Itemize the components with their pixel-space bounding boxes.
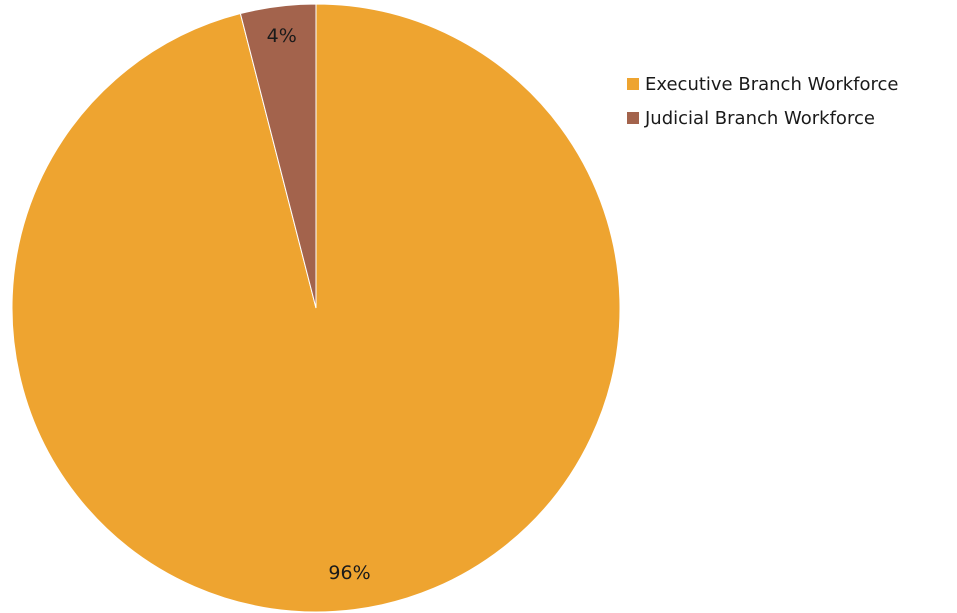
pie-slice-judicial xyxy=(239,3,317,309)
pie-slice-labels: 96% 4% xyxy=(267,25,371,584)
legend-swatch-judicial xyxy=(627,112,639,124)
legend-label-executive: Executive Branch Workforce xyxy=(645,73,899,95)
legend-label-judicial: Judicial Branch Workforce xyxy=(645,107,875,129)
pie-slice-label-judicial: 4% xyxy=(267,25,297,47)
legend-item-judicial: Judicial Branch Workforce xyxy=(627,104,898,132)
legend-item-executive: Executive Branch Workforce xyxy=(627,70,898,98)
pie-slices xyxy=(11,3,620,613)
legend: Executive Branch Workforce Judicial Bran… xyxy=(627,70,898,138)
pie-slice-label-executive: 96% xyxy=(328,562,370,584)
legend-swatch-executive xyxy=(627,78,639,90)
pie-chart: 96% 4% xyxy=(11,3,620,613)
